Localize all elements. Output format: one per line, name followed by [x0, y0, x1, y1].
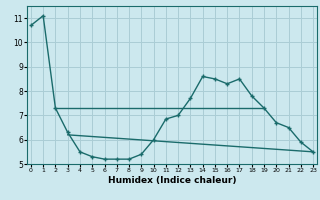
X-axis label: Humidex (Indice chaleur): Humidex (Indice chaleur) [108, 176, 236, 185]
